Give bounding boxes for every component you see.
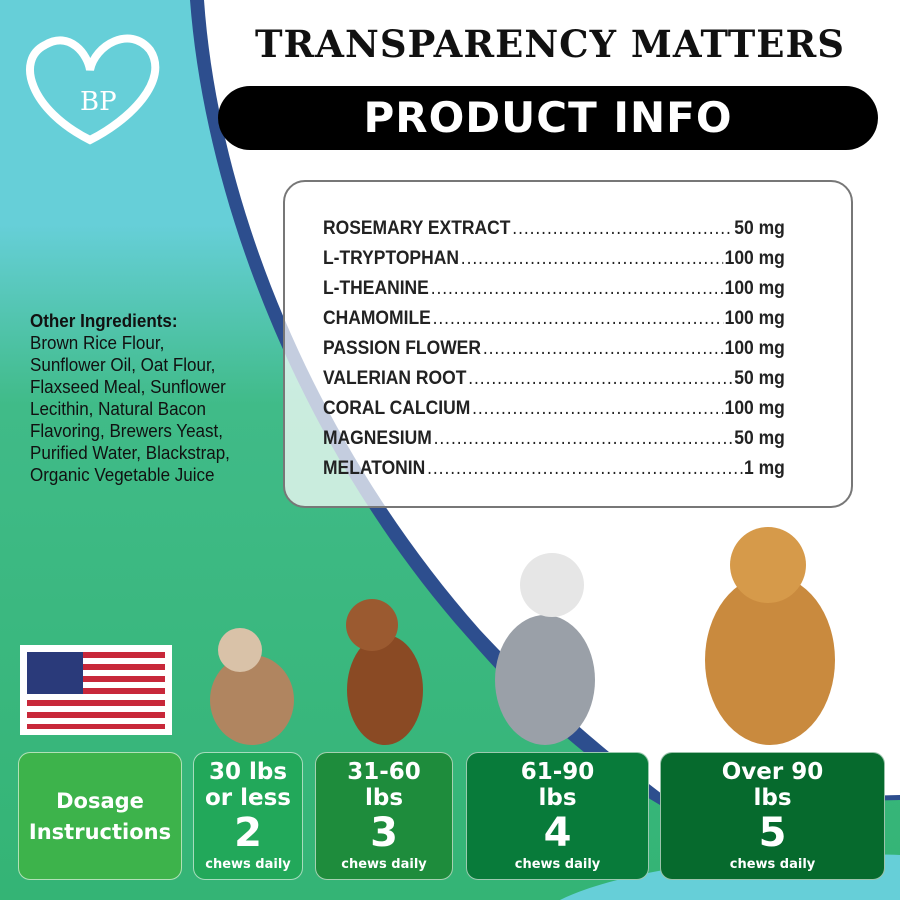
weight-line1: 30 lbs xyxy=(208,759,288,785)
dot-leader xyxy=(433,308,723,330)
ingredient-row: L-TRYPTOPHAN 100 mg xyxy=(323,244,785,274)
dot-leader xyxy=(427,458,742,480)
ingredient-name: ROSEMARY EXTRACT xyxy=(323,218,511,239)
chew-count: 5 xyxy=(758,810,787,856)
dot-leader xyxy=(468,368,732,390)
ingredient-amount: 50 mg xyxy=(734,218,785,239)
ingredient-name: VALERIAN ROOT xyxy=(323,368,467,389)
dot-leader xyxy=(483,338,723,360)
dosage-label-line1: Dosage xyxy=(56,789,144,813)
weight-line1: Over 90 xyxy=(721,759,824,785)
ingredient-row: VALERIAN ROOT 50 mg xyxy=(323,364,785,394)
ingredient-name: MELATONIN xyxy=(323,458,426,479)
weight-range: Over 90 lbs xyxy=(661,753,884,811)
weight-range: 61-90 lbs xyxy=(467,753,648,811)
dot-leader xyxy=(461,248,723,270)
ingredient-row: L-THEANINE 100 mg xyxy=(323,274,785,304)
chew-count: 2 xyxy=(234,810,262,856)
weight-line1: 31-60 xyxy=(347,759,421,785)
chews-daily-label: chews daily xyxy=(341,857,427,872)
weight-line2: lbs xyxy=(364,785,404,811)
ingredient-amount: 100 mg xyxy=(724,278,785,299)
us-flag-icon xyxy=(20,645,172,735)
dot-leader xyxy=(472,398,723,420)
dosage-label-line2: Instructions xyxy=(28,820,172,844)
ingredient-name: CORAL CALCIUM xyxy=(323,398,471,419)
product-info-banner: PRODUCT INFO xyxy=(218,86,878,150)
dosage-tier: 30 lbs or less 2 chews daily xyxy=(193,752,303,880)
weight-range: 30 lbs or less xyxy=(194,753,302,811)
dosage-tier: 31-60 lbs 3 chews daily xyxy=(315,752,453,880)
weight-range: 31-60 lbs xyxy=(316,753,452,811)
dog-husky-image xyxy=(495,553,595,745)
ingredient-amount: 50 mg xyxy=(734,428,785,449)
ingredient-row: MELATONIN 1 mg xyxy=(323,454,785,484)
chew-count: 3 xyxy=(370,810,398,856)
ingredient-row: ROSEMARY EXTRACT 50 mg xyxy=(323,214,785,244)
dosage-tier: Over 90 lbs 5 chews daily xyxy=(660,752,885,880)
ingredients-panel: ROSEMARY EXTRACT50 mgL-TRYPTOPHAN100 mgL… xyxy=(283,180,853,508)
chews-daily-label: chews daily xyxy=(205,857,291,872)
weight-line1: 61-90 xyxy=(520,759,595,785)
weight-line2: lbs xyxy=(538,785,577,811)
page-title: TRANSPARENCY MATTERS xyxy=(255,22,845,66)
ingredient-row: CORAL CALCIUM 100 mg xyxy=(323,394,785,424)
ingredient-amount: 1 mg xyxy=(744,458,785,479)
ingredient-name: L-THEANINE xyxy=(323,278,429,299)
dot-leader xyxy=(512,218,732,240)
ingredient-amount: 100 mg xyxy=(724,398,785,419)
dosage-instructions-label: Dosage Instructions xyxy=(18,752,182,880)
dosage-tier: 61-90 lbs 4 chews daily xyxy=(466,752,649,880)
dog-spaniel-image xyxy=(346,599,423,745)
ingredient-name: L-TRYPTOPHAN xyxy=(323,248,459,269)
dot-leader xyxy=(431,278,723,300)
ingredient-name: CHAMOMILE xyxy=(323,308,431,329)
weight-line2: or less xyxy=(204,785,291,811)
other-ingredients: Other Ingredients: Brown Rice Flour, Sun… xyxy=(30,310,242,486)
ingredient-row: PASSION FLOWER 100 mg xyxy=(323,334,785,364)
ingredient-name: MAGNESIUM xyxy=(323,428,432,449)
chew-count: 4 xyxy=(543,810,572,856)
chews-daily-label: chews daily xyxy=(514,857,601,872)
ingredient-amount: 100 mg xyxy=(724,248,785,269)
ingredient-amount: 100 mg xyxy=(724,308,785,329)
dot-leader xyxy=(434,428,733,450)
ingredient-row: MAGNESIUM 50 mg xyxy=(323,424,785,454)
dog-golden-retriever-image xyxy=(705,527,835,745)
weight-line2: lbs xyxy=(753,785,792,811)
ingredient-name: PASSION FLOWER xyxy=(323,338,481,359)
ingredient-amount: 100 mg xyxy=(724,338,785,359)
other-ingredients-title: Other Ingredients: xyxy=(30,310,178,331)
svg-text:BP: BP xyxy=(80,87,117,117)
dog-shihtzu-image xyxy=(210,628,294,745)
other-ingredients-text: Brown Rice Flour, Sunflower Oil, Oat Flo… xyxy=(30,332,230,485)
chews-daily-label: chews daily xyxy=(729,857,816,872)
ingredient-amount: 50 mg xyxy=(734,368,785,389)
logo: BP xyxy=(26,34,160,145)
ingredient-row: CHAMOMILE 100 mg xyxy=(323,304,785,334)
